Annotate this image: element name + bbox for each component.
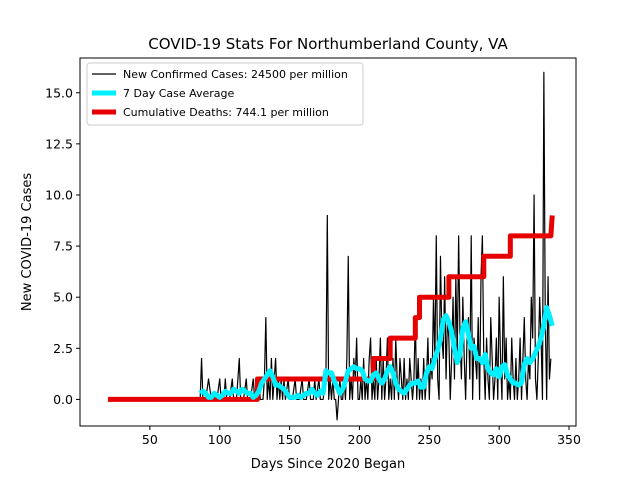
y-axis: 0.0 2.5 5.0 7.5 10.0 12.5 15.0 [45,85,80,407]
chart-title: COVID-19 Stats For Northumberland County… [148,35,508,53]
series-layer [107,71,555,421]
plot-frame [79,57,577,427]
x-tick-label-350: 350 [557,432,581,447]
series-line-0 [199,71,552,421]
y-tick-label-6: 15.0 [45,85,73,100]
x-tick-label-300: 300 [487,432,511,447]
x-tick-label-200: 200 [348,432,372,447]
y-tick-label-1: 2.5 [53,341,73,356]
y-tick-label-0: 0.0 [53,392,73,407]
legend-entry-2: Cumulative Deaths: 744.1 per million [123,106,329,119]
x-axis-label: Days Since 2020 Began [251,457,406,472]
y-tick-label-4: 10.0 [45,187,73,202]
y-axis-label: New COVID-19 Cases [20,173,35,311]
y-tick-label-5: 12.5 [45,136,73,151]
legend-box [86,62,364,126]
x-tick-label-150: 150 [278,432,302,447]
legend-entry-1: 7 Day Case Average [123,87,235,100]
legend: New Confirmed Cases: 24500 per million 7 … [86,62,364,126]
y-tick-label-3: 7.5 [53,239,73,254]
y-tick-label-2: 5.0 [53,290,73,305]
series-line-1 [198,304,555,400]
x-tick-label-50: 50 [142,432,158,447]
x-tick-label-250: 250 [417,432,441,447]
legend-entry-0: New Confirmed Cases: 24500 per million [123,68,348,81]
x-axis: 50 100 150 200 250 300 350 [142,426,581,447]
x-tick-label-100: 100 [208,432,232,447]
